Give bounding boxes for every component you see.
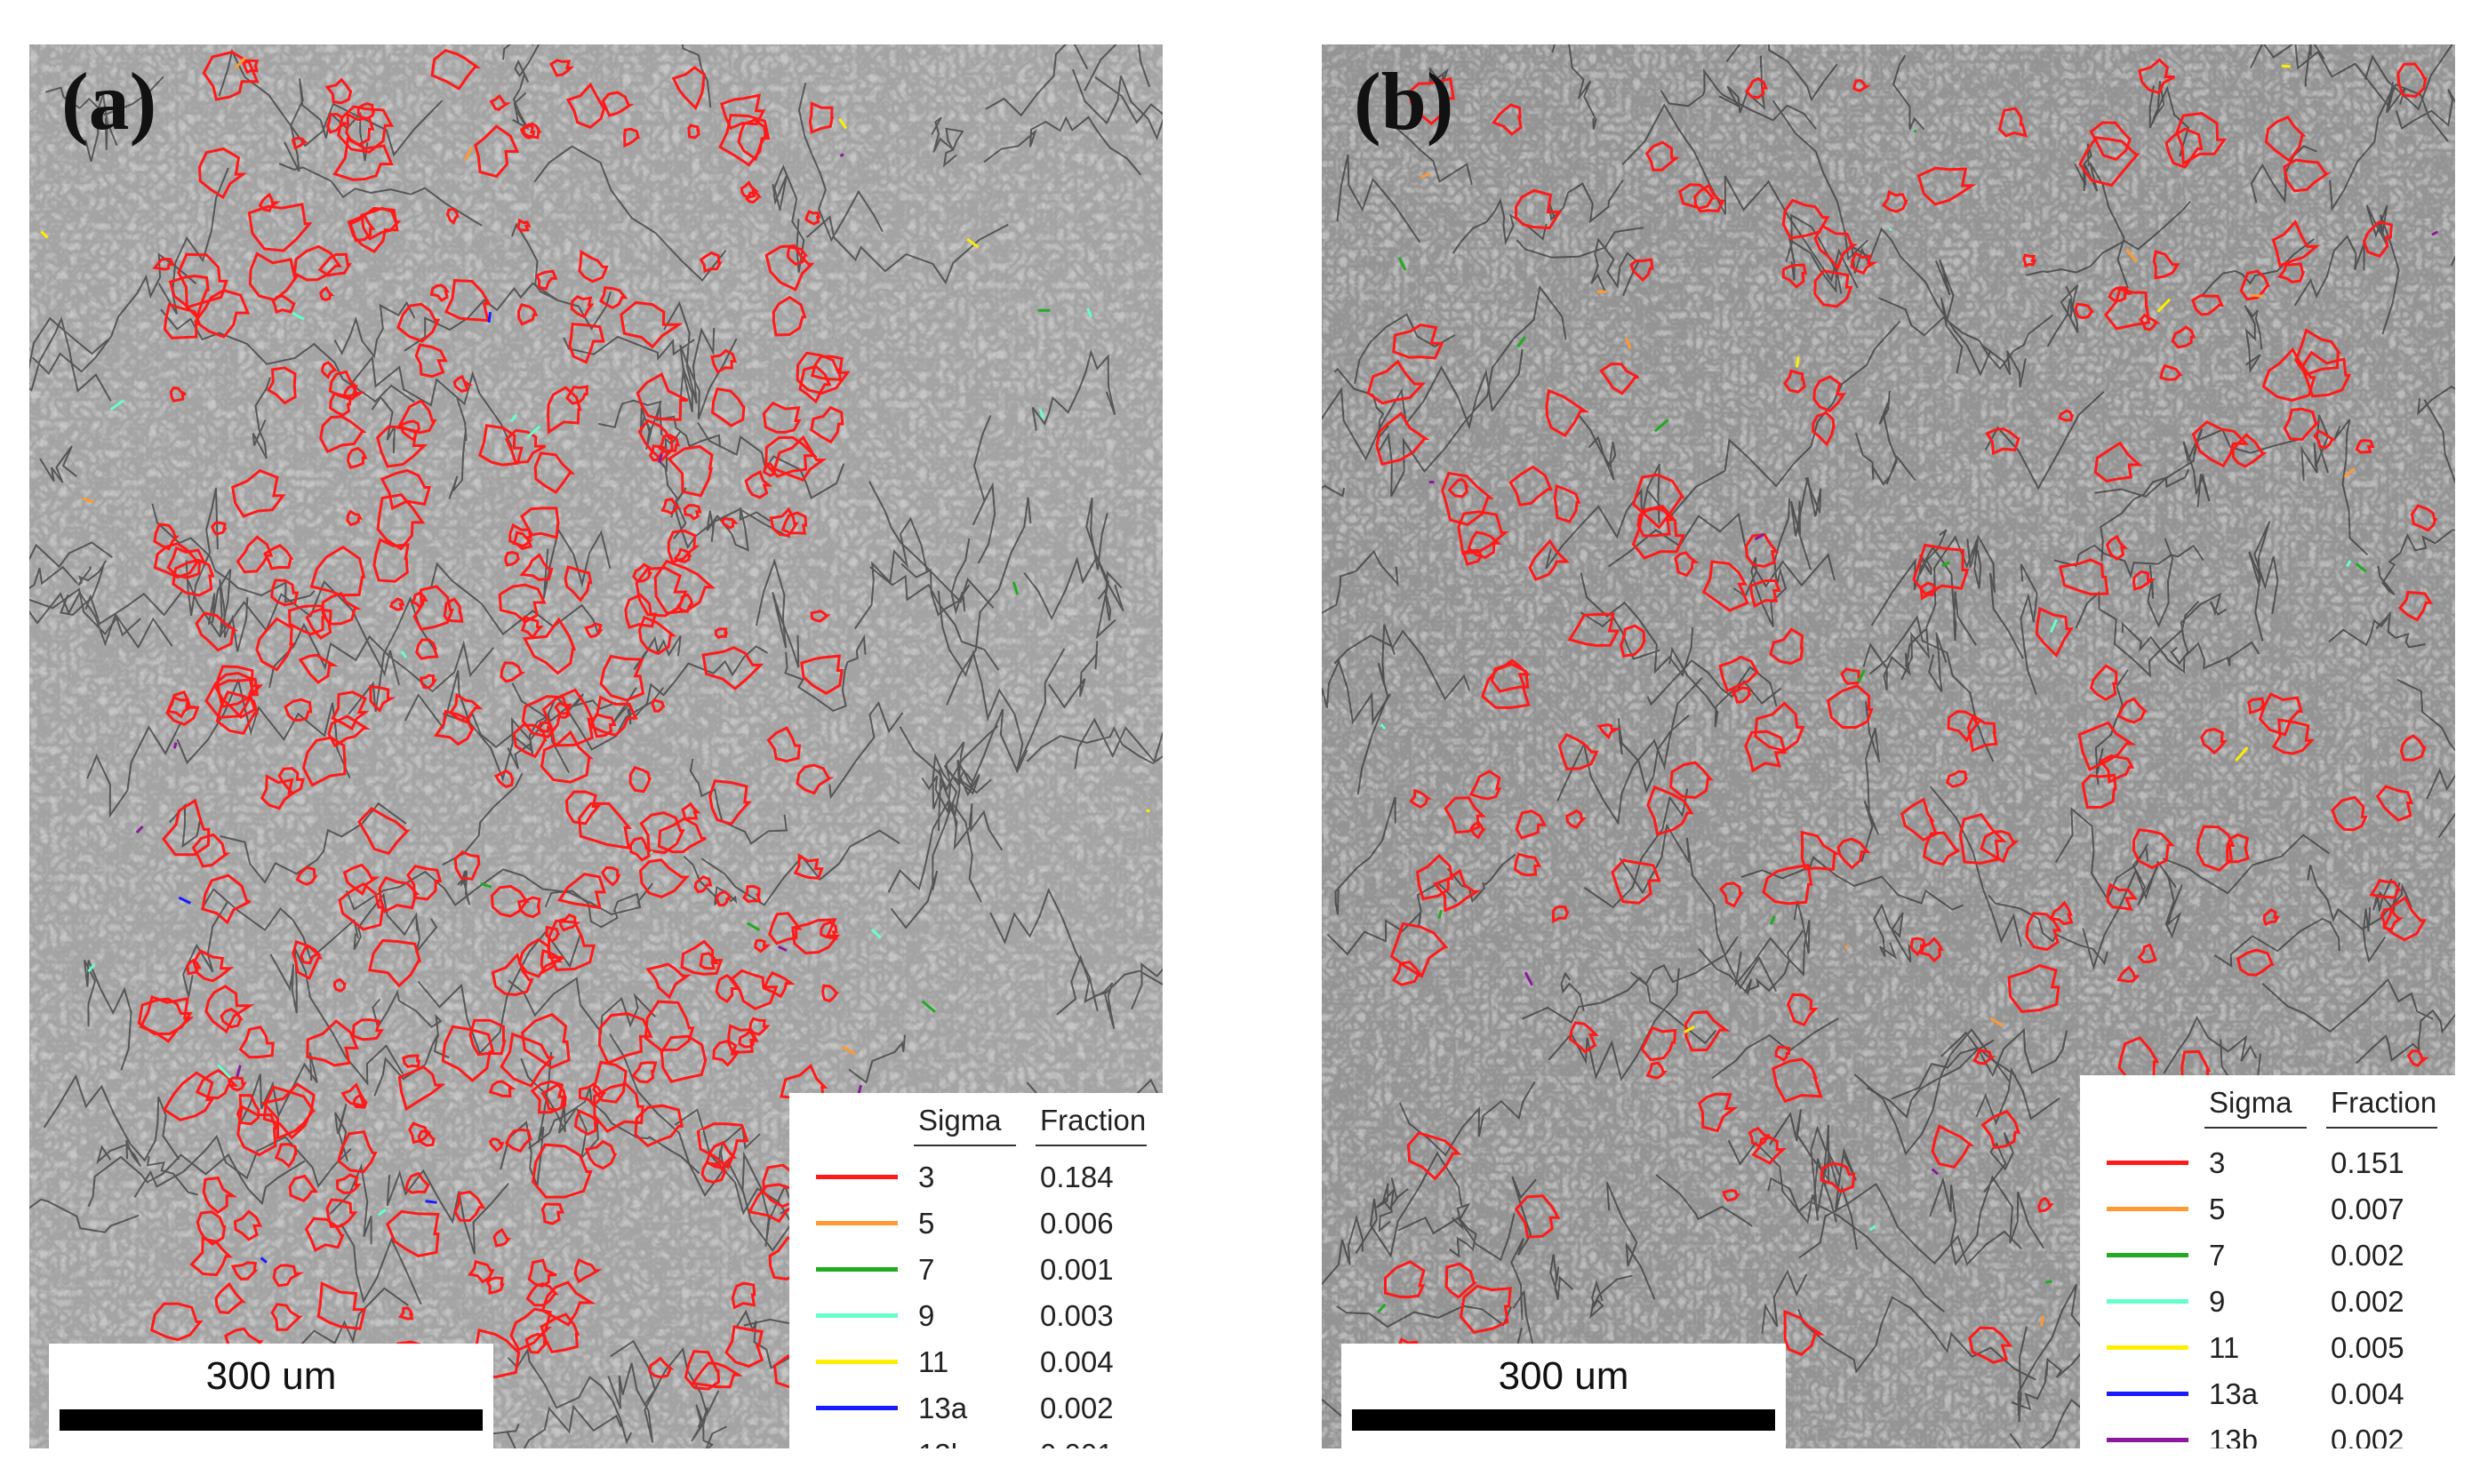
legend-fraction: 0.004 <box>2331 1377 2404 1410</box>
ebsd-map-b: (b) 300 um Sigma Fraction 3 0.151 5 0.007 7 0… <box>1322 44 2455 1448</box>
legend-sigma: 3 <box>2209 1146 2226 1179</box>
header-underline <box>1036 1145 1147 1146</box>
legend-fraction: 0.002 <box>2331 1424 2404 1448</box>
legend-row: 7 0.001 <box>789 1246 1163 1292</box>
legend-fraction: 0.002 <box>2331 1239 2404 1272</box>
legend-header-sigma: Sigma <box>918 1104 1002 1137</box>
legend-row: 13a 0.002 <box>789 1384 1163 1431</box>
legend-sigma: 13b <box>918 1438 967 1448</box>
legend-fraction: 0.002 <box>1040 1392 1114 1424</box>
legend-sigma: 5 <box>918 1207 935 1240</box>
legend-fraction: 0.003 <box>1040 1299 1114 1332</box>
legend-sigma: 11 <box>2209 1331 2240 1364</box>
legend-row: 11 0.005 <box>2080 1324 2455 1370</box>
legend-header-fraction: Fraction <box>1040 1104 1147 1137</box>
legend-row: 13a 0.004 <box>2080 1370 2455 1416</box>
legend-fraction: 0.004 <box>1040 1345 1114 1378</box>
legend-swatch <box>2107 1345 2188 1350</box>
legend-swatch <box>816 1406 898 1410</box>
legend-fraction: 0.001 <box>1040 1438 1114 1448</box>
panel-label: (a) <box>61 56 157 147</box>
legend-fraction: 0.184 <box>1040 1161 1114 1193</box>
grain-boundary-map-a <box>29 44 1163 1448</box>
legend-swatch <box>816 1175 898 1179</box>
ebsd-map-a: (a) 300 um Sigma Fraction 3 0.184 5 0.00… <box>29 44 1163 1448</box>
legend-sigma: 3 <box>918 1161 935 1193</box>
legend-row: 13b 0.002 <box>2080 1416 2455 1448</box>
header-underline <box>914 1145 1016 1146</box>
legend-fraction: 0.151 <box>2331 1146 2404 1179</box>
legend-swatch <box>2107 1253 2188 1257</box>
legend-row: 13b 0.001 <box>789 1431 1163 1448</box>
legend-fraction: 0.001 <box>1040 1253 1114 1286</box>
header-underline <box>2204 1127 2307 1129</box>
legend-swatch <box>816 1360 898 1364</box>
legend-swatch <box>2107 1207 2188 1211</box>
legend-sigma: 9 <box>918 1299 935 1332</box>
sigma-legend: Sigma Fraction 3 0.184 5 0.006 7 0.001 9… <box>789 1093 1163 1448</box>
legend-fraction: 0.002 <box>2331 1285 2404 1318</box>
legend-row: 3 0.151 <box>2080 1139 2455 1185</box>
scale-bar: 300 um <box>49 1344 493 1448</box>
legend-row: 5 0.007 <box>2080 1185 2455 1232</box>
legend-sigma: 5 <box>2209 1193 2226 1225</box>
scale-bar-line <box>1352 1409 1775 1431</box>
legend-swatch <box>816 1313 898 1318</box>
panel-label: (b) <box>1354 56 1454 147</box>
legend-swatch <box>2107 1161 2188 1165</box>
legend-header-sigma: Sigma <box>2209 1086 2292 1119</box>
legend-swatch <box>2107 1438 2188 1442</box>
legend-sigma: 13a <box>918 1392 968 1424</box>
legend-row: 5 0.006 <box>789 1200 1163 1246</box>
legend-swatch <box>2107 1299 2188 1304</box>
scale-bar-label: 300 um <box>1498 1354 1629 1398</box>
scale-bar-line <box>60 1409 483 1431</box>
legend-fraction: 0.006 <box>1040 1207 1114 1240</box>
legend-sigma: 7 <box>2209 1239 2226 1272</box>
legend-swatch <box>2107 1392 2188 1396</box>
header-underline <box>2326 1127 2437 1129</box>
legend-row: 9 0.002 <box>2080 1278 2455 1324</box>
scale-bar-label: 300 um <box>205 1354 337 1398</box>
legend-fraction: 0.005 <box>2331 1331 2404 1364</box>
legend-sigma: 9 <box>2209 1285 2226 1318</box>
legend-row: 7 0.002 <box>2080 1232 2455 1278</box>
sigma-legend: Sigma Fraction 3 0.151 5 0.007 7 0.002 9 0.002 1… <box>2080 1075 2455 1448</box>
legend-sigma: 11 <box>918 1345 949 1378</box>
legend-sigma: 13a <box>2209 1377 2259 1410</box>
legend-swatch <box>816 1267 898 1272</box>
legend-sigma: 7 <box>918 1253 935 1286</box>
legend-row: 3 0.184 <box>789 1153 1163 1200</box>
legend-row: 9 0.003 <box>789 1292 1163 1338</box>
legend-row: 11 0.004 <box>789 1338 1163 1384</box>
scale-bar: 300 um <box>1341 1344 1786 1448</box>
legend-sigma: 13b <box>2209 1424 2259 1448</box>
legend-fraction: 0.007 <box>2331 1193 2404 1225</box>
legend-swatch <box>816 1221 898 1225</box>
legend-header-fraction: Fraction <box>2331 1086 2437 1119</box>
